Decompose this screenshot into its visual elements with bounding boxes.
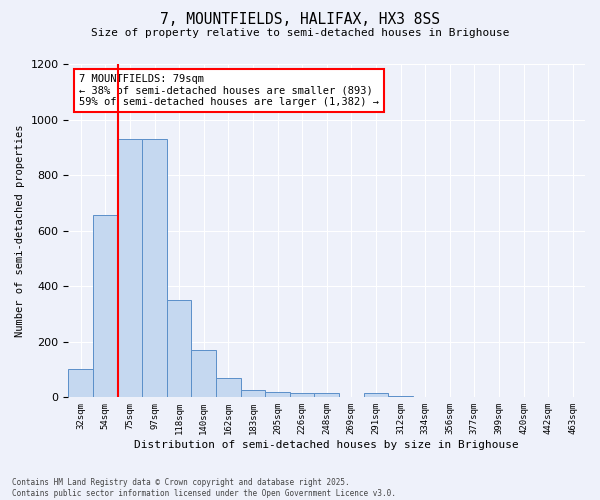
Text: Size of property relative to semi-detached houses in Brighouse: Size of property relative to semi-detach… [91,28,509,38]
Text: 7, MOUNTFIELDS, HALIFAX, HX3 8SS: 7, MOUNTFIELDS, HALIFAX, HX3 8SS [160,12,440,28]
Bar [265,392,290,398]
Bar [388,396,413,398]
Bar [167,300,191,398]
Text: Contains HM Land Registry data © Crown copyright and database right 2025.
Contai: Contains HM Land Registry data © Crown c… [12,478,396,498]
Y-axis label: Number of semi-detached properties: Number of semi-detached properties [15,124,25,337]
Bar [142,139,167,398]
Bar [68,368,93,398]
Bar [290,393,314,398]
X-axis label: Distribution of semi-detached houses by size in Brighouse: Distribution of semi-detached houses by … [134,440,519,450]
Bar [191,350,216,398]
Bar [241,390,265,398]
Bar [314,393,339,398]
Bar [216,378,241,398]
Bar [93,216,118,398]
Bar [118,139,142,398]
Bar [364,393,388,398]
Text: 7 MOUNTFIELDS: 79sqm
← 38% of semi-detached houses are smaller (893)
59% of semi: 7 MOUNTFIELDS: 79sqm ← 38% of semi-detac… [79,74,379,107]
